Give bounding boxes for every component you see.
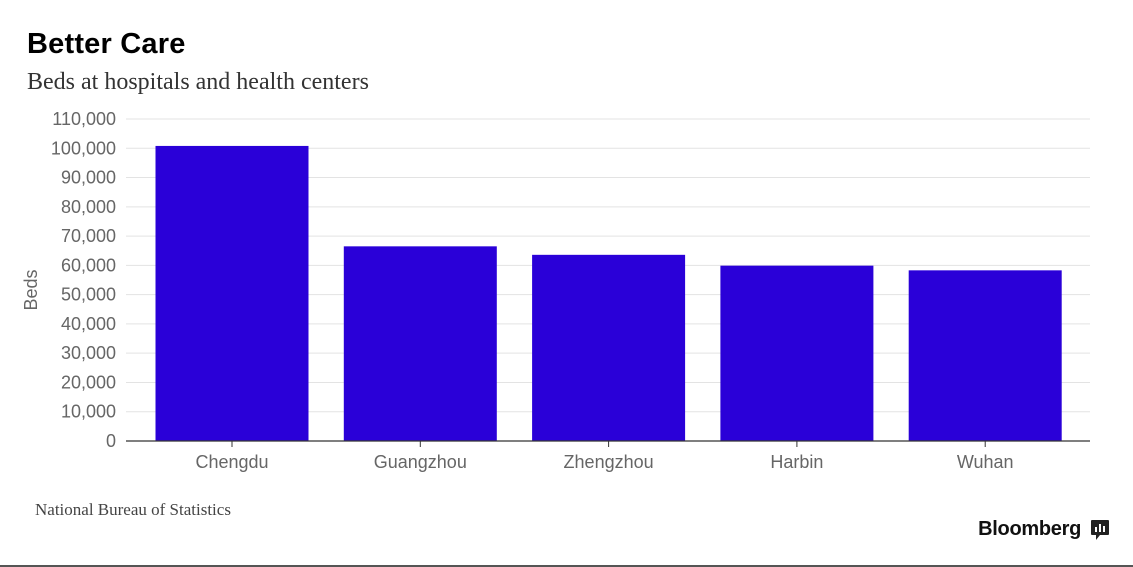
x-tick-label: Zhengzhou <box>564 452 654 472</box>
chart-title: Better Care <box>27 28 186 60</box>
y-tick-label: 50,000 <box>61 285 116 305</box>
y-tick-label: 70,000 <box>61 226 116 246</box>
source-note: National Bureau of Statistics <box>35 500 231 519</box>
bottom-divider <box>0 565 1133 567</box>
y-tick-label: 60,000 <box>61 255 116 275</box>
x-tick-label: Wuhan <box>957 452 1014 472</box>
bar-harbin <box>720 265 874 441</box>
y-tick-label: 0 <box>106 431 116 451</box>
y-tick-label: 90,000 <box>61 168 116 188</box>
bar-chengdu <box>155 145 309 441</box>
bloomberg-chart-icon <box>1091 520 1109 540</box>
bar-wuhan <box>908 270 1062 441</box>
bars <box>155 145 1062 441</box>
y-tick-label: 10,000 <box>61 402 116 422</box>
x-axis: Chengdu Guangzhou Zhengzhou Harbin Wuhan <box>126 440 1090 472</box>
x-tick-label: Chengdu <box>195 452 268 472</box>
x-tick-label: Harbin <box>770 452 823 472</box>
bar-chart: 0 10,000 20,000 30,000 40,000 50,000 60,000 70,… <box>21 109 1090 472</box>
y-tick-label: 40,000 <box>61 314 116 334</box>
bar-guangzhou <box>343 246 497 441</box>
y-tick-label: 80,000 <box>61 197 116 217</box>
y-tick-label: 30,000 <box>61 343 116 363</box>
y-tick-label: 110,000 <box>52 109 116 129</box>
brand-logo-text: Bloomberg <box>978 518 1081 540</box>
x-tick-label: Guangzhou <box>374 452 467 472</box>
bar-zhengzhou <box>532 254 686 441</box>
y-axis-label: Beds <box>21 269 41 310</box>
y-tick-label: 20,000 <box>61 372 116 392</box>
y-tick-label: 100,000 <box>51 138 116 158</box>
y-axis-ticks: 0 10,000 20,000 30,000 40,000 50,000 60,000 70,… <box>51 109 116 451</box>
chart-subtitle: Beds at hospitals and health centers <box>27 69 369 95</box>
